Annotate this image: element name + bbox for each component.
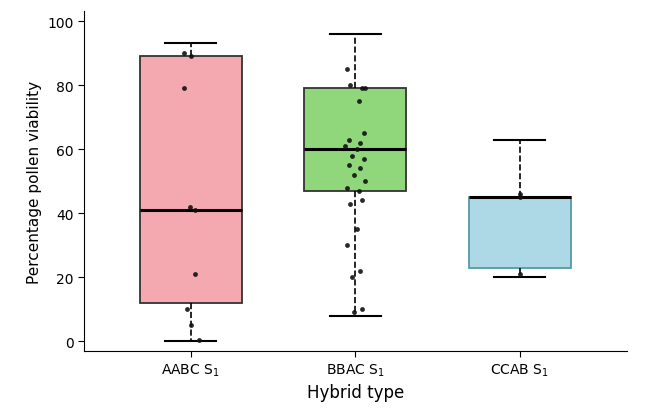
Point xyxy=(342,185,352,191)
Point xyxy=(355,268,366,275)
Point xyxy=(348,172,359,179)
Point xyxy=(347,153,357,159)
Point xyxy=(182,306,193,313)
Point xyxy=(179,86,189,93)
Point xyxy=(185,54,196,60)
Point xyxy=(357,86,367,93)
Point xyxy=(352,147,362,153)
Point xyxy=(345,201,355,207)
Point xyxy=(515,195,525,201)
Point xyxy=(352,226,362,233)
Point xyxy=(353,99,364,105)
Point xyxy=(186,322,196,329)
Point xyxy=(342,242,352,249)
Point xyxy=(355,140,366,147)
Point xyxy=(515,271,525,278)
PathPatch shape xyxy=(469,198,570,268)
Point xyxy=(191,207,201,214)
Point xyxy=(360,178,370,185)
Point xyxy=(185,204,195,211)
Point xyxy=(353,188,364,195)
Point xyxy=(347,274,357,281)
Point xyxy=(348,309,359,316)
Point xyxy=(357,197,367,204)
X-axis label: Hybrid type: Hybrid type xyxy=(307,383,404,401)
PathPatch shape xyxy=(140,57,242,303)
Point xyxy=(345,83,355,89)
Point xyxy=(355,166,366,172)
Point xyxy=(359,131,369,137)
Point xyxy=(194,337,204,343)
Point xyxy=(357,306,367,313)
Point xyxy=(344,137,354,143)
Y-axis label: Percentage pollen viability: Percentage pollen viability xyxy=(26,81,41,283)
Point xyxy=(189,271,200,278)
Point xyxy=(179,51,189,57)
Point xyxy=(360,86,370,93)
Point xyxy=(515,191,525,198)
Point xyxy=(340,143,351,150)
PathPatch shape xyxy=(304,89,406,191)
Point xyxy=(359,156,369,163)
Point xyxy=(344,162,354,169)
Point xyxy=(342,66,352,73)
